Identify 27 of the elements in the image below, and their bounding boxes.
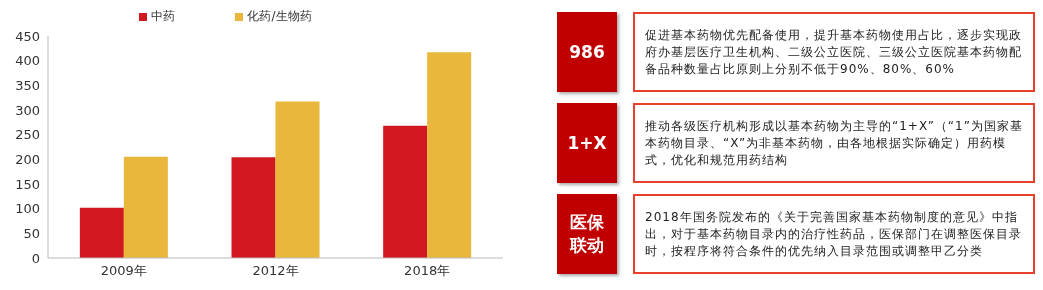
- bar: [123, 156, 168, 258]
- y-tick-label: 450: [15, 28, 40, 44]
- y-tick-label: 50: [23, 225, 40, 241]
- category-label: 986: [557, 12, 617, 92]
- y-tick-label: 200: [15, 151, 40, 167]
- bar: [231, 157, 276, 258]
- category-label: 1+X: [557, 103, 617, 183]
- y-tick-label: 350: [15, 77, 40, 93]
- bar: [79, 207, 124, 258]
- legend-label: 中药: [151, 9, 176, 23]
- legend-label: 化药/生物药: [247, 9, 312, 23]
- bar: [383, 125, 428, 258]
- y-tick-label: 300: [15, 102, 40, 118]
- x-tick-label: 2018年: [404, 263, 451, 279]
- x-tick-label: 2009年: [100, 263, 147, 279]
- y-tick-label: 150: [15, 176, 40, 192]
- x-tick-label: 2012年: [252, 263, 299, 279]
- text: 2018年国务院发布的《关于完善国家基本药物制度的意见》中指出，对于基本药物目录内的治疗性药品，医保部门在调整医保目录时，按程序将符合条件的优先纳入目录范围或调整甲乙分类: [645, 208, 1023, 260]
- bar: [275, 101, 320, 258]
- bar: [427, 52, 472, 258]
- y-tick-label: 250: [15, 127, 40, 143]
- text: 促进基本药物优先配备使用，提升基本药物使用占比，逐步实现政府办基层医疗卫生机构、二级公立医院、三级公立医院基本药物配备品种数量占比原则上分别不低于90%、80%、60%: [645, 26, 1023, 78]
- text: 推动各级医疗机构形成以基本药物为主导的“1+X”（“1”为国家基本药物目录、“X”为非基本药物，由各地根据实际确定）用药模式，优化和规范用药结构: [645, 117, 1023, 169]
- category-label: 医保联动: [557, 194, 617, 274]
- y-tick-label: 400: [15, 53, 40, 69]
- y-tick-label: 0: [31, 250, 40, 266]
- y-tick-label: 100: [15, 201, 40, 217]
